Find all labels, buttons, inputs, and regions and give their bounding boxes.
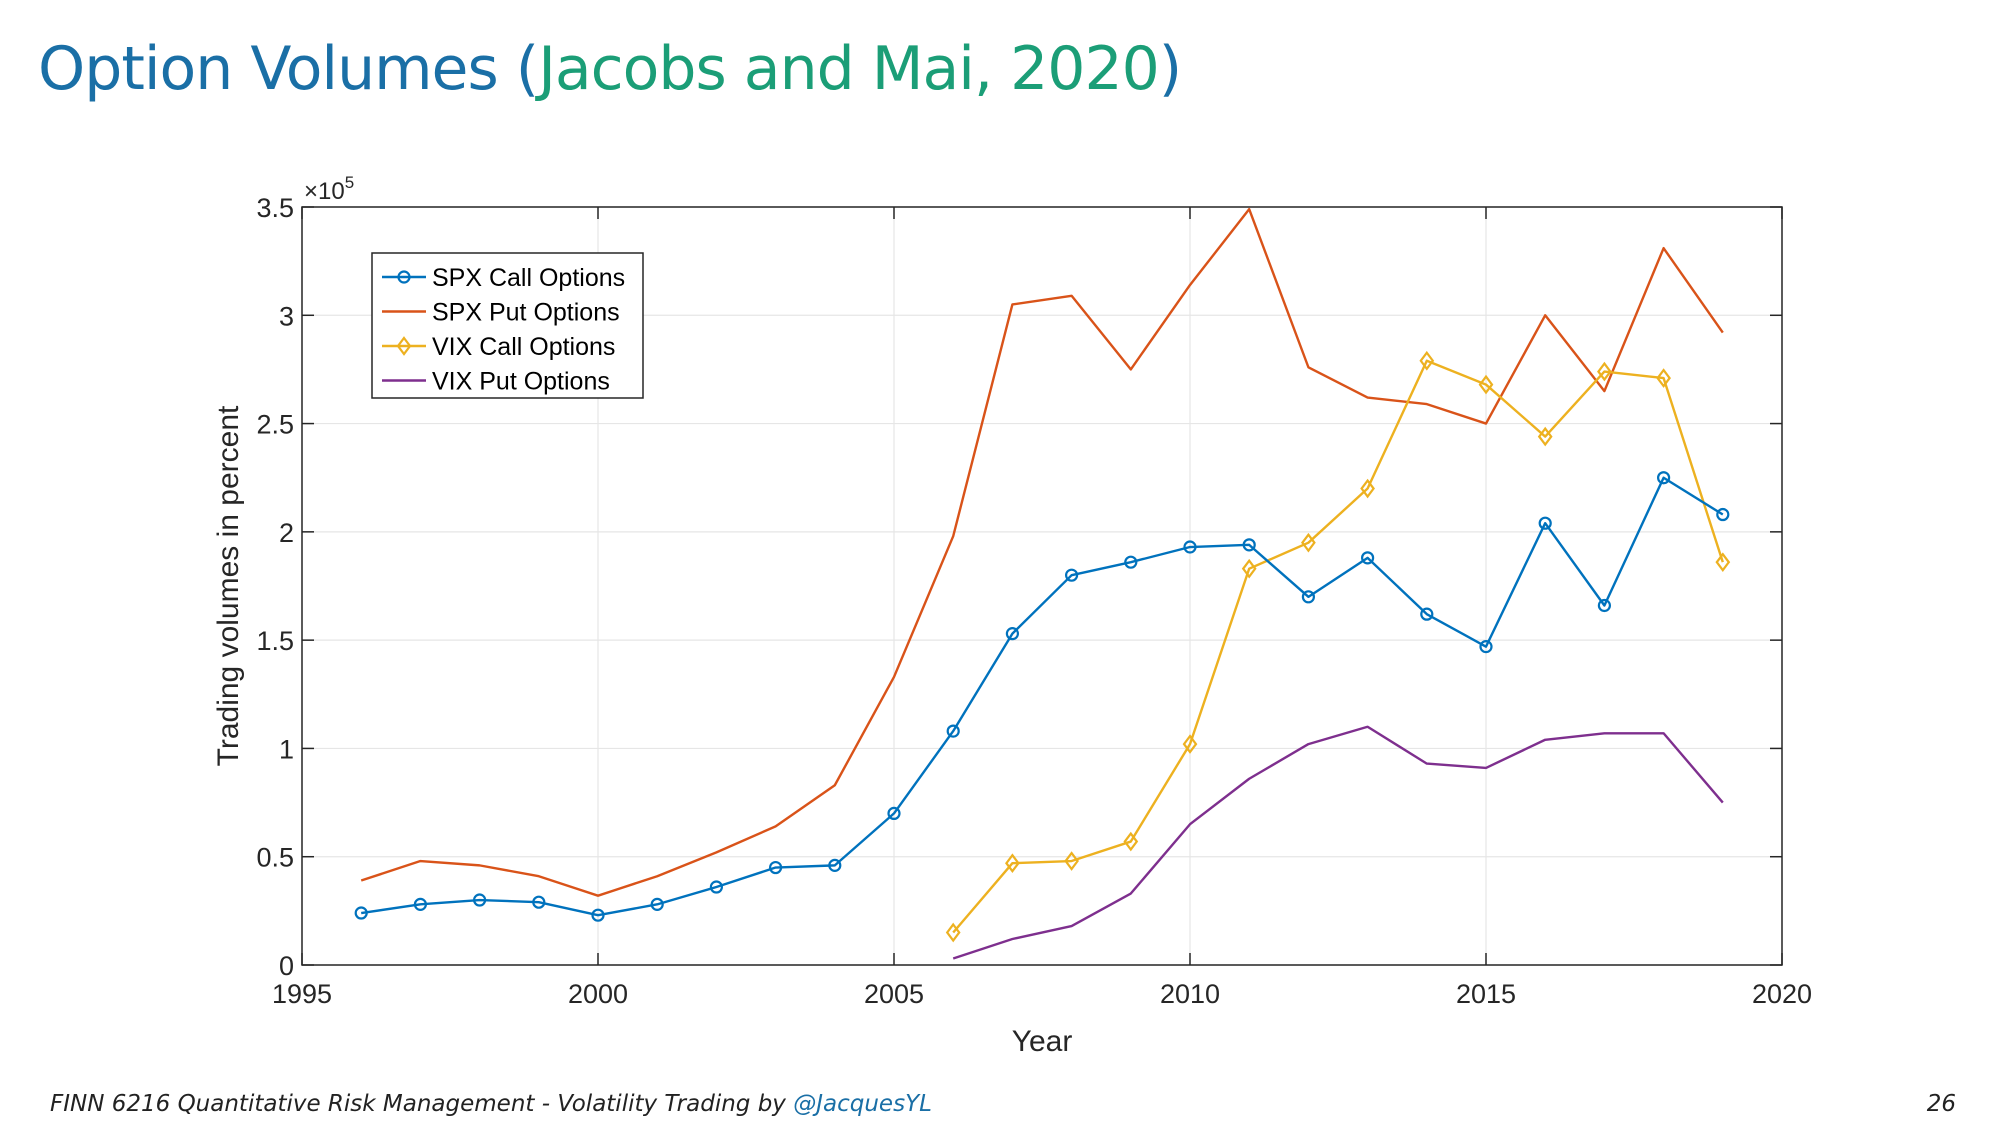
circle-marker	[532, 895, 546, 909]
legend-label: SPX Put Options	[432, 299, 620, 327]
legend-label: VIX Call Options	[432, 333, 615, 361]
page-number: 26	[1926, 1091, 1956, 1117]
legend-label: SPX Call Options	[432, 264, 625, 292]
y-tick-label: 3	[279, 301, 294, 331]
y-tick-label: 0.5	[256, 843, 294, 873]
series-line	[952, 359, 1724, 934]
diamond-marker	[1537, 426, 1553, 447]
circle-marker	[1064, 568, 1079, 582]
x-axis-label: Year	[1012, 1025, 1073, 1058]
circle-marker	[1420, 607, 1434, 621]
diamond-marker	[1064, 851, 1079, 871]
y-tick-label: 0	[279, 951, 294, 981]
circle-marker	[946, 724, 960, 738]
diamond-marker	[1715, 552, 1731, 573]
circle-marker	[413, 897, 427, 911]
circle-marker	[1124, 555, 1138, 569]
circle-marker	[1597, 598, 1612, 613]
plot-area	[301, 206, 1783, 966]
circle-marker	[650, 897, 664, 911]
y-axis-multiplier: ×105	[304, 173, 354, 205]
diamond-marker	[396, 336, 412, 356]
series-vix-put-options	[952, 725, 1724, 960]
series-line	[361, 476, 1724, 917]
circle-marker	[1716, 507, 1730, 522]
diamond-marker	[1123, 831, 1139, 852]
y-axis-label: Trading volumes in percent	[212, 405, 245, 766]
title-close: )	[1158, 34, 1182, 104]
x-tick-label: 2015	[1456, 979, 1516, 1009]
title-citation-link[interactable]: Jacobs and Mai, 2020	[538, 34, 1160, 104]
diamond-marker	[1182, 734, 1198, 754]
x-tick-label: 2010	[1160, 979, 1220, 1009]
x-tick-label: 1995	[272, 979, 332, 1009]
y-tick-label: 2.5	[256, 410, 294, 440]
series-vix-call-options	[945, 350, 1731, 943]
series-line	[952, 725, 1724, 960]
legend-item: SPX Put Options	[382, 299, 620, 327]
x-tick-label: 2005	[864, 979, 924, 1009]
footer: FINN 6216 Quantitative Risk Management -…	[50, 1091, 932, 1117]
circle-marker	[354, 906, 368, 920]
circle-marker	[887, 806, 901, 821]
diamond-marker	[1005, 853, 1020, 874]
circle-marker	[1538, 516, 1552, 530]
series-line	[360, 207, 1724, 897]
series-lines	[354, 207, 1731, 960]
diamond-marker	[1597, 361, 1612, 382]
y-multiplier-exponent: 5	[345, 173, 354, 192]
circle-marker	[1656, 471, 1671, 485]
circle-marker	[591, 908, 605, 922]
legend-label: VIX Put Options	[432, 368, 610, 396]
x-tick-label: 2020	[1752, 979, 1812, 1009]
diamond-marker	[1656, 368, 1671, 388]
series-spx-call-options	[354, 471, 1730, 922]
circle-marker	[397, 270, 411, 284]
circle-marker	[1005, 627, 1020, 641]
diamond-marker	[1241, 558, 1257, 579]
circle-marker	[709, 880, 724, 894]
diamond-marker	[1301, 532, 1316, 553]
y-tick-label: 2	[279, 518, 294, 548]
legend-item: VIX Call Options	[382, 333, 615, 361]
diamond-marker	[1360, 478, 1375, 499]
y-multiplier-base: ×10	[304, 178, 345, 205]
legend: SPX Call Options SPX Put Options VIX Call …	[371, 252, 644, 399]
circle-marker	[1242, 538, 1256, 552]
circle-marker	[768, 860, 783, 875]
axis-ticks: 1995 2000 2005 2010 2015 2020 0 0.5 1 1.5 2 2.5 3 3.5	[256, 193, 1812, 1009]
footer-text: FINN 6216 Quantitative Risk Management -…	[50, 1091, 794, 1117]
circle-marker	[473, 893, 487, 907]
legend-item: SPX Call Options	[382, 264, 625, 292]
footer-handle-link[interactable]: @JacquesYL	[793, 1091, 932, 1117]
title-main: Option Volumes (	[38, 34, 539, 104]
diamond-marker	[945, 922, 961, 943]
y-tick-label: 1.5	[256, 626, 294, 656]
x-tick-label: 2000	[568, 979, 628, 1009]
circle-marker	[1183, 540, 1197, 554]
slide-title: Option Volumes (Jacobs and Mai, 2020)	[38, 34, 1182, 104]
diamond-marker	[1419, 350, 1435, 371]
circle-marker	[1360, 551, 1375, 565]
y-tick-label: 1	[279, 734, 294, 764]
y-tick-label: 3.5	[256, 193, 294, 223]
circle-marker	[828, 858, 842, 872]
series-spx-put-options	[360, 207, 1724, 897]
circle-marker	[1301, 590, 1316, 604]
legend-item: VIX Put Options	[382, 368, 610, 396]
diamond-marker	[1478, 374, 1494, 395]
circle-marker	[1479, 640, 1493, 654]
